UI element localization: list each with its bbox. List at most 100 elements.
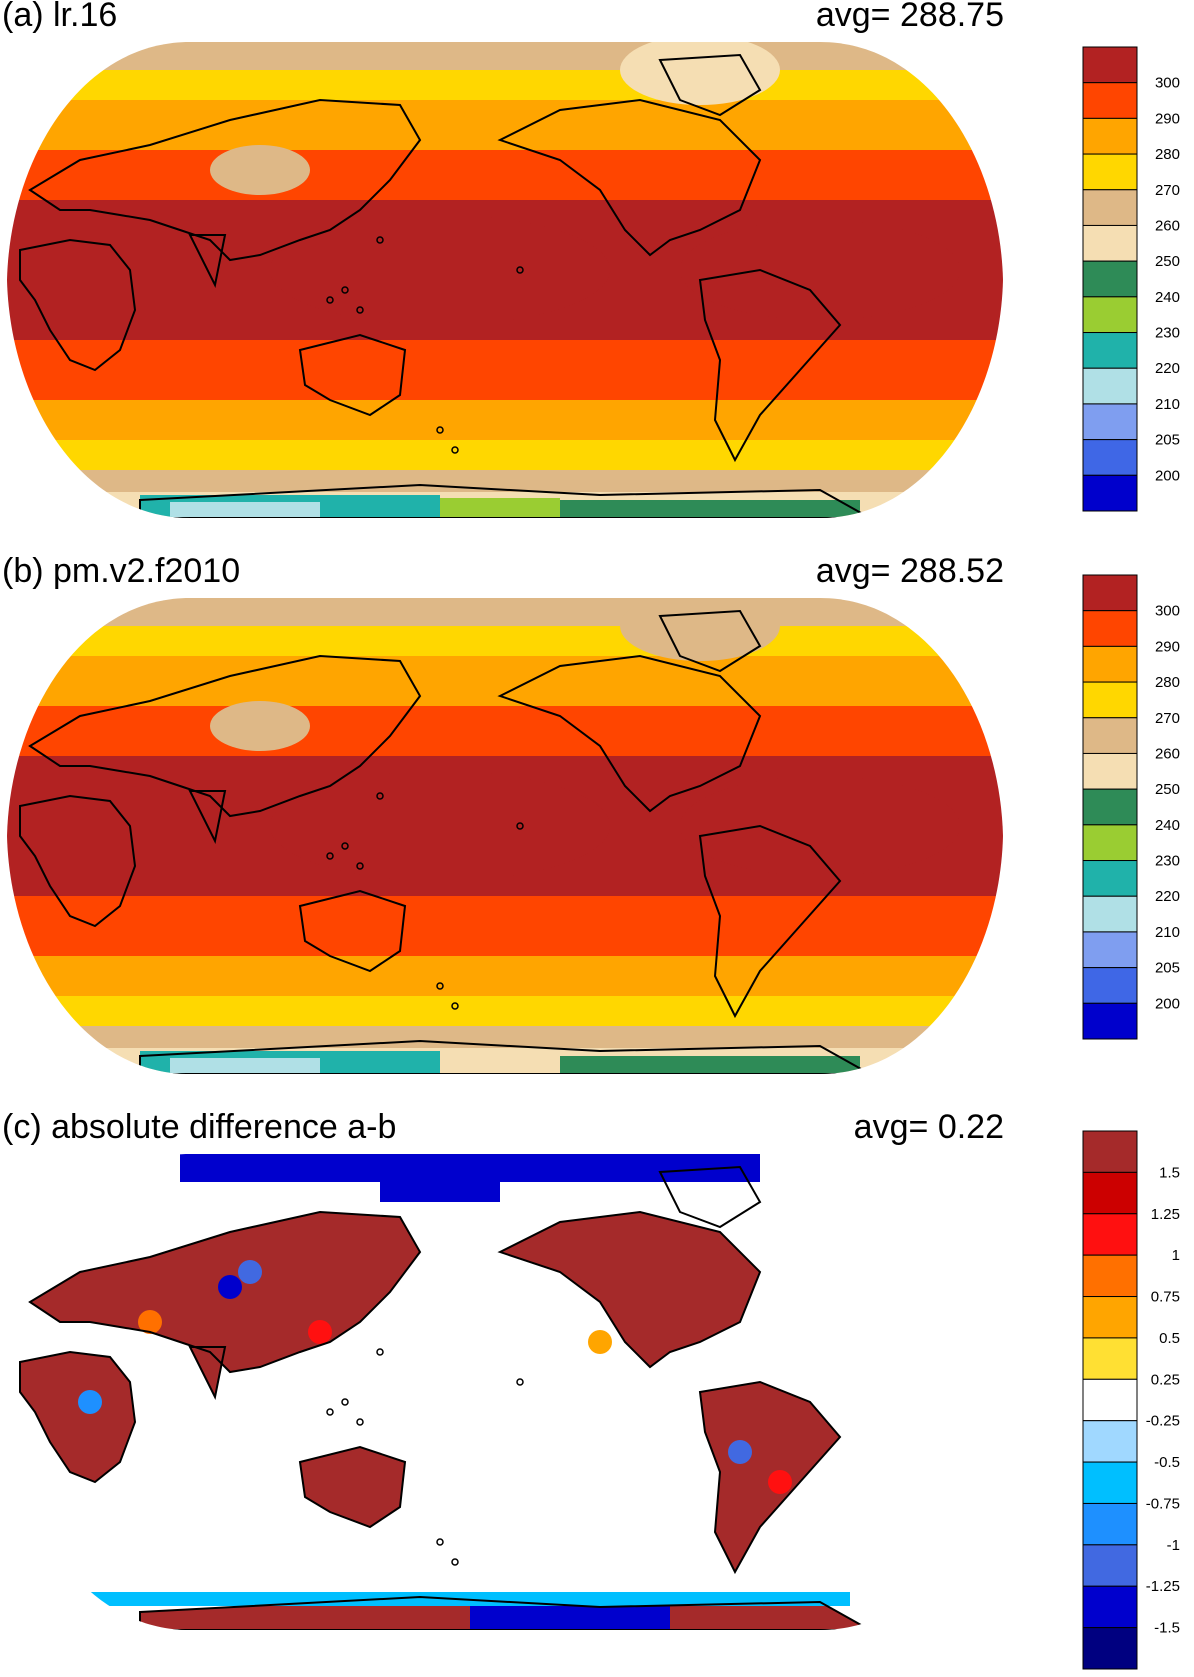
coastlines [19, 609, 874, 1074]
land-positive [300, 1447, 405, 1527]
colorbar-swatch [1082, 717, 1138, 754]
arctic-patch [620, 42, 780, 105]
temperature-band [7, 706, 1003, 756]
island [341, 1398, 349, 1406]
colorbar-swatch [1082, 117, 1138, 155]
land-positive [20, 1352, 135, 1482]
anomaly-speckle [728, 1440, 752, 1464]
colorbar-swatch [1082, 1378, 1138, 1422]
colorbar-tick-label: 1 [1172, 1247, 1180, 1264]
coastline [298, 1445, 407, 1529]
colorbar-tick-label: 260 [1155, 745, 1180, 762]
colorbar-swatch [1082, 439, 1138, 476]
colorbar-swatch [1082, 1337, 1138, 1380]
avg-label: avg= [853, 1108, 929, 1146]
coastline [698, 824, 842, 1019]
colorbar-tick-label: 0.25 [1151, 1371, 1180, 1388]
coastline [28, 654, 422, 818]
arctic-negative [380, 1154, 500, 1202]
colorbar-swatch [1082, 1502, 1138, 1546]
colorbar-tick-label: 300 [1155, 603, 1180, 620]
anomaly-speckle [218, 1275, 242, 1299]
difference-map [7, 1154, 1003, 1630]
colorbar-swatch [1082, 860, 1138, 897]
temperature-map [7, 598, 1003, 1074]
colorbar-tick-label: -1.25 [1146, 1578, 1180, 1595]
coastline [19, 238, 137, 372]
colorbar: 300 290 280 270 260 250 240 230 220 210 205 200 [1082, 574, 1190, 1040]
colorbar-tick-label: 205 [1155, 960, 1180, 977]
colorbar-tick-label: 205 [1155, 432, 1180, 449]
coastline [188, 234, 227, 289]
colorbar-tick-label: -1.5 [1154, 1620, 1180, 1637]
temperature-band [7, 70, 1003, 100]
panel-title: (b) pm.v2.f2010 [2, 552, 241, 590]
coastline [298, 889, 407, 973]
anomaly-speckle [588, 1330, 612, 1354]
coastline [139, 1039, 874, 1074]
coastline [188, 790, 227, 845]
colorbar-swatch [1082, 1130, 1138, 1173]
colorbar-tick-label: 270 [1155, 710, 1180, 727]
temperature-band [7, 42, 1003, 70]
warm-pool [270, 771, 610, 881]
temperature-map [7, 42, 1003, 518]
panel-title: (c) absolute difference a-b [2, 1108, 397, 1146]
colorbar-tick-label: 220 [1155, 888, 1180, 905]
colorbar-swatch [1082, 1627, 1138, 1670]
panel-average: avg= 288.52 [816, 552, 1004, 591]
coastline [658, 53, 762, 117]
antarctic-cold [170, 502, 320, 518]
avg-value: 288.52 [900, 552, 1004, 590]
colorbar-tick-label: 210 [1155, 924, 1180, 941]
colorbar-tick-label: -1 [1167, 1537, 1180, 1554]
island [326, 1408, 334, 1416]
anomaly-speckle [308, 1320, 332, 1344]
island [451, 1558, 459, 1566]
colorbar-swatch [1082, 788, 1138, 826]
island [516, 822, 524, 830]
island [356, 862, 364, 870]
warm-pool [680, 220, 960, 320]
coastline [658, 1165, 762, 1229]
island [436, 426, 444, 434]
temperature-band [7, 996, 1003, 1026]
colorbar-swatch [1082, 1461, 1138, 1504]
colorbar-tick-label: 290 [1155, 638, 1180, 655]
colorbar-swatch [1082, 46, 1138, 84]
panel-c: (c) absolute difference a-b avg= 0.22 1.… [0, 1108, 1194, 1677]
panel-b: (b) pm.v2.f2010 avg= 288.52 300 290 280 270… [0, 552, 1194, 1112]
temperature-band [7, 896, 1003, 956]
colorbar-tick-label: 250 [1155, 253, 1180, 270]
colorbar-swatch [1082, 367, 1138, 405]
southern-negative [470, 1606, 670, 1630]
colorbar-swatch [1082, 224, 1138, 262]
colorbar-swatch [1082, 474, 1138, 512]
island [436, 1538, 444, 1546]
coastline [497, 1210, 762, 1369]
colorbar-tick-label: 210 [1155, 396, 1180, 413]
antarctic-cold [560, 1056, 860, 1074]
avg-value: 0.22 [937, 1108, 1004, 1146]
arctic-patch [620, 598, 780, 661]
panel-title: (a) lr.16 [2, 0, 118, 34]
temperature-field [7, 42, 1003, 518]
colorbar-swatch [1082, 645, 1138, 683]
temperature-band [7, 440, 1003, 470]
colorbar-swatch [1082, 296, 1138, 334]
anomaly-speckle [768, 1470, 792, 1494]
island [356, 306, 364, 314]
coastline [658, 609, 762, 673]
colorbar-swatch [1082, 1420, 1138, 1463]
coastline [19, 1350, 137, 1484]
colorbar-swatch [1082, 824, 1138, 862]
colorbar-tick-label: 260 [1155, 217, 1180, 234]
colorbar-tick-label: -0.25 [1146, 1413, 1180, 1430]
coastline [298, 333, 407, 417]
avg-label: avg= [815, 552, 891, 590]
colorbar-swatch [1082, 1544, 1138, 1587]
panel-average: avg= 0.22 [854, 1108, 1004, 1147]
temperature-field [7, 598, 1003, 1074]
antarctic-cold [440, 1054, 560, 1074]
colorbar-swatch [1082, 967, 1138, 1004]
